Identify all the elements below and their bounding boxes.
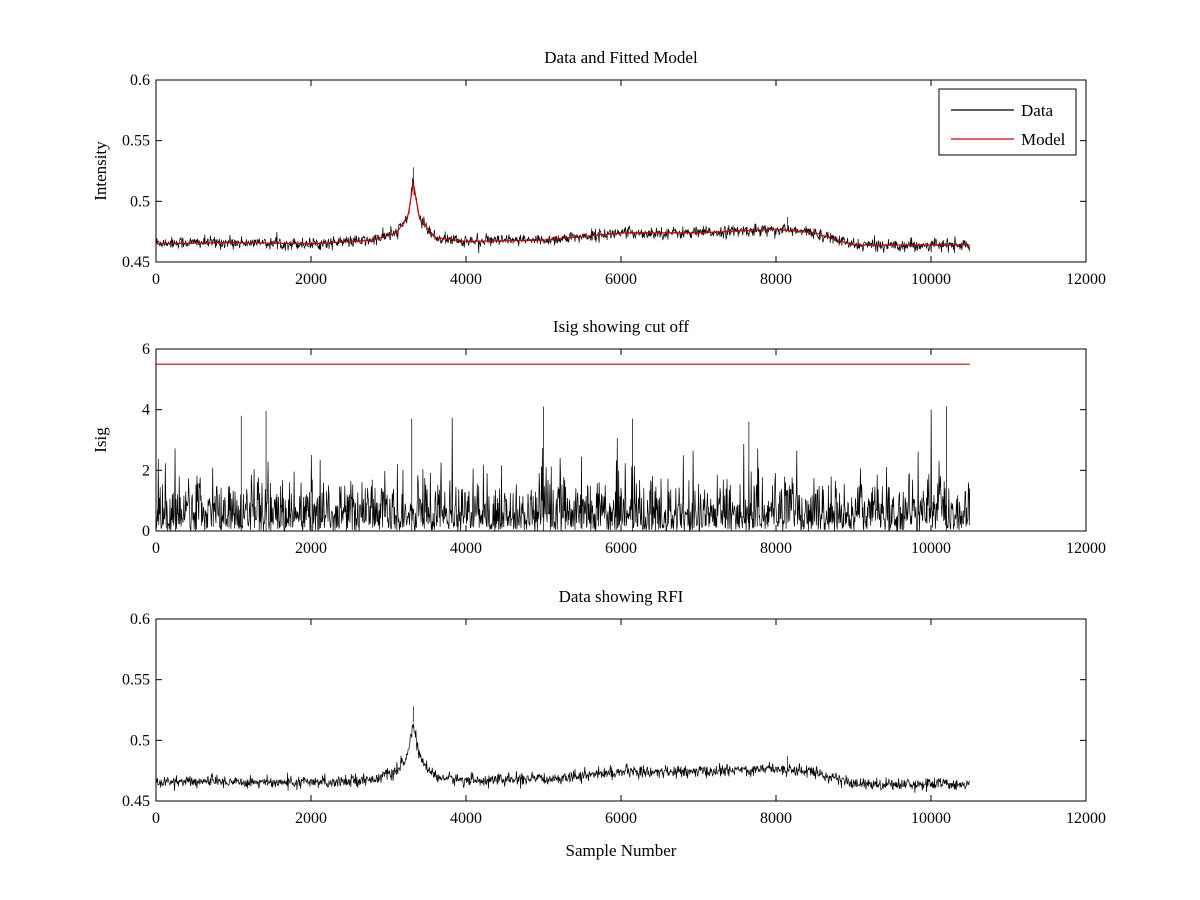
y-tick-label: 0.5 — [130, 732, 150, 749]
y-tick-label: 0.45 — [122, 793, 150, 810]
y-tick-label: 0.55 — [122, 672, 150, 689]
y-tick-label: 0.6 — [130, 72, 150, 89]
legend-box — [938, 88, 1077, 156]
x-tick-label: 12000 — [1066, 271, 1106, 288]
series-line-data — [155, 167, 971, 254]
x-tick-label: 0 — [152, 540, 160, 557]
x-tick-label: 2000 — [295, 810, 327, 827]
x-tick-label: 4000 — [450, 810, 482, 827]
x-tick-label: 10000 — [911, 271, 951, 288]
x-axis-label: Sample Number — [566, 841, 677, 860]
legend-label-model: Model — [1021, 130, 1066, 149]
y-tick-label: 4 — [142, 402, 150, 419]
x-tick-label: 0 — [152, 810, 160, 827]
chart-title: Data and Fitted Model — [544, 48, 698, 67]
x-tick-label: 2000 — [295, 271, 327, 288]
x-tick-label: 6000 — [605, 540, 637, 557]
y-tick-label: 2 — [142, 462, 150, 479]
y-tick-label: 6 — [142, 341, 150, 358]
x-tick-label: 4000 — [450, 271, 482, 288]
series-line-isig — [155, 406, 971, 533]
y-axis-label: Intensity — [91, 141, 110, 201]
y-tick-label: 0 — [142, 523, 150, 540]
y-tick-label: 0.6 — [130, 611, 150, 628]
x-tick-label: 10000 — [911, 810, 951, 827]
chart-title: Data showing RFI — [559, 587, 684, 606]
y-tick-label: 0.45 — [122, 254, 150, 271]
y-tick-label: 0.5 — [130, 193, 150, 210]
legend: Data Model — [938, 88, 1077, 156]
x-tick-label: 12000 — [1066, 810, 1106, 827]
x-tick-label: 10000 — [911, 540, 951, 557]
chart-panel-3: 0 2000 4000 6000 8000 10000 12000 0.45 0.5 0.55 0.… — [122, 587, 1106, 860]
x-tick-label: 8000 — [760, 540, 792, 557]
chart-panel-2: 0 2000 4000 6000 8000 10000 12000 0 2 4 6 Isig show… — [91, 317, 1106, 557]
chart-title: Isig showing cut off — [553, 317, 689, 336]
chart-panel-1: 0 2000 4000 6000 8000 10000 12000 0.45 0.5 0.55 0.… — [91, 48, 1106, 288]
x-tick-label: 8000 — [760, 271, 792, 288]
x-tick-label: 4000 — [450, 540, 482, 557]
x-tick-label: 2000 — [295, 540, 327, 557]
x-tick-label: 0 — [152, 271, 160, 288]
y-tick-label: 0.55 — [122, 133, 150, 150]
x-tick-label: 12000 — [1066, 540, 1106, 557]
x-tick-label: 6000 — [605, 810, 637, 827]
series-line-model — [155, 183, 970, 246]
x-tick-label: 8000 — [760, 810, 792, 827]
series-line-isig — [155, 706, 970, 793]
x-tick-label: 6000 — [605, 271, 637, 288]
y-axis-label: Isig — [91, 427, 110, 453]
legend-label-data: Data — [1021, 101, 1054, 120]
